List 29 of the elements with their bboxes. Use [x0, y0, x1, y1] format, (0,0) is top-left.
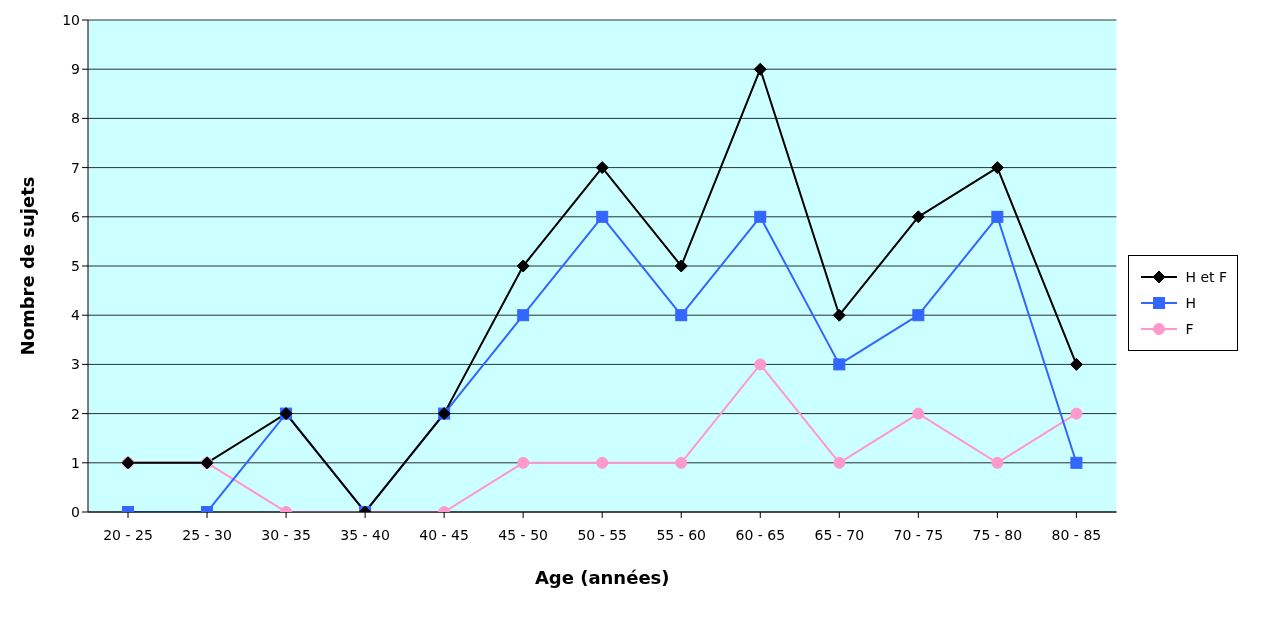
x-tick-label: 75 - 80	[972, 526, 1023, 543]
y-tick-label: 7	[71, 159, 80, 176]
y-tick-label: 9	[71, 61, 80, 78]
x-tick-label: 80 - 85	[1051, 526, 1102, 543]
y-tick-label: 4	[71, 307, 81, 324]
x-tick-label: 40 - 45	[419, 526, 469, 543]
x-tick-label: 50 - 55	[577, 526, 627, 543]
y-tick-label: 0	[71, 503, 80, 520]
legend-label: H et F	[1185, 269, 1227, 285]
legend-label: H	[1185, 295, 1196, 311]
y-tick-label: 5	[71, 257, 80, 274]
x-tick-label: 25 - 30	[182, 526, 232, 543]
x-axis-title: Age (années)	[534, 567, 670, 588]
x-tick-label: 60 - 65	[735, 526, 786, 543]
y-tick-label: 3	[71, 356, 80, 373]
legend-label: F	[1185, 321, 1194, 337]
x-tick-label: 20 - 25	[103, 526, 153, 543]
y-axis-title: Nombre de sujets	[17, 176, 39, 356]
y-tick-label: 8	[71, 110, 80, 127]
x-tick-label: 65 - 70	[814, 526, 865, 543]
x-tick-label: 55 - 60	[656, 526, 707, 543]
x-tick-label: 30 - 35	[261, 526, 311, 543]
y-tick-label: 2	[71, 405, 80, 422]
y-tick-label: 6	[71, 208, 81, 225]
x-tick-label: 35 - 40	[340, 526, 390, 543]
y-tick-label: 10	[62, 11, 80, 28]
x-tick-label: 70 - 75	[893, 526, 944, 543]
y-tick-label: 1	[71, 454, 80, 471]
x-tick-label: 45 - 50	[498, 526, 548, 543]
